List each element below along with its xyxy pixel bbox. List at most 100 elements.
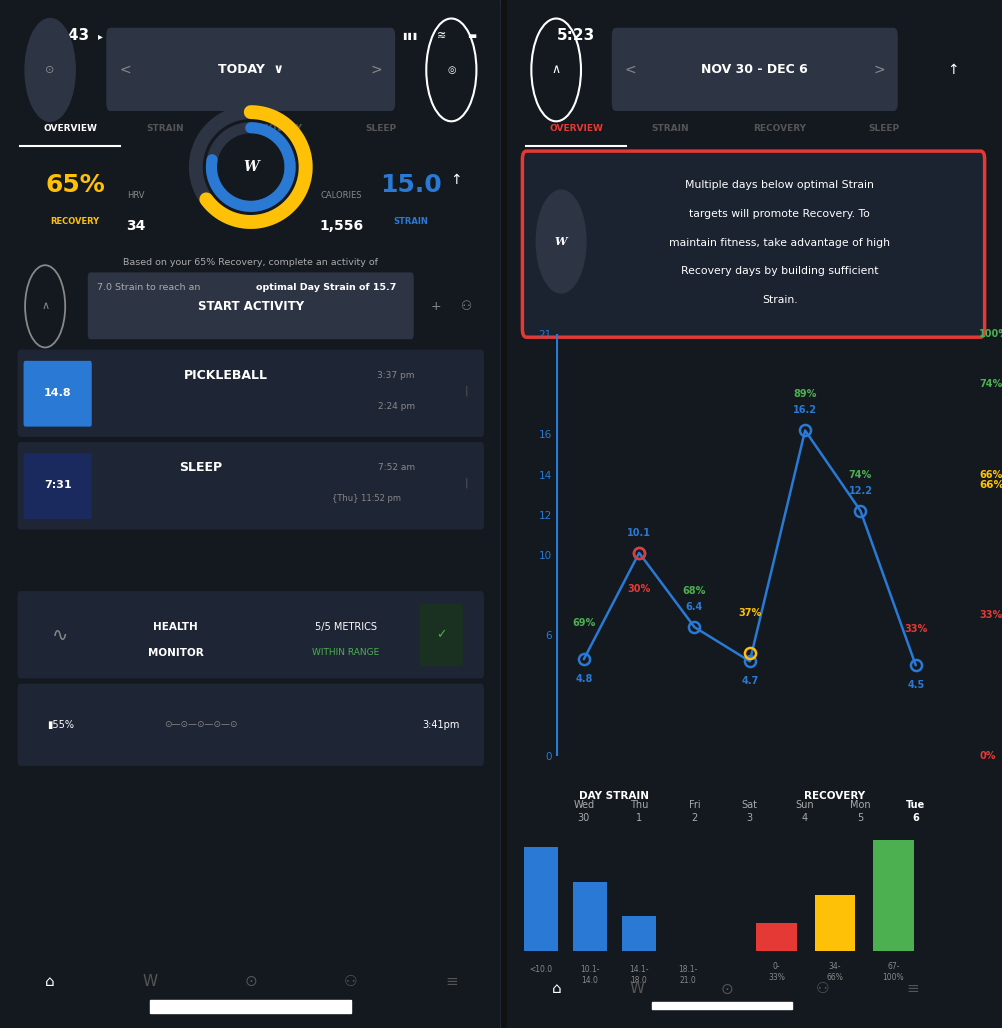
Text: W: W <box>628 982 644 996</box>
Text: RECOVERY: RECOVERY <box>804 791 865 801</box>
Text: STRAIN: STRAIN <box>146 124 184 133</box>
Text: W: W <box>554 236 567 247</box>
Text: CALORIES: CALORIES <box>320 191 362 199</box>
Text: ↑: ↑ <box>947 63 958 77</box>
Text: NOV 30 - DEC 6: NOV 30 - DEC 6 <box>700 64 808 76</box>
Text: maintain fitness, take advantage of high: maintain fitness, take advantage of high <box>668 237 889 248</box>
Bar <box>756 923 797 951</box>
Text: W: W <box>242 160 259 174</box>
FancyBboxPatch shape <box>18 591 484 678</box>
Text: 4.8: 4.8 <box>574 674 592 685</box>
FancyBboxPatch shape <box>18 684 484 766</box>
FancyBboxPatch shape <box>18 442 484 529</box>
Text: RECOVERY: RECOVERY <box>249 124 302 133</box>
Bar <box>523 847 557 951</box>
Text: Sun
4: Sun 4 <box>795 800 814 823</box>
Text: ↑: ↑ <box>450 173 462 187</box>
Text: <: < <box>119 63 131 77</box>
Text: 74%: 74% <box>978 379 1002 390</box>
Text: RECOVERY: RECOVERY <box>51 217 99 225</box>
Text: ✓: ✓ <box>436 628 446 640</box>
FancyBboxPatch shape <box>24 453 92 519</box>
Text: Fri
2: Fri 2 <box>688 800 699 823</box>
Text: STRAIN: STRAIN <box>394 217 428 225</box>
Text: SLEEP: SLEEP <box>868 124 899 133</box>
Text: W: W <box>142 975 158 989</box>
FancyBboxPatch shape <box>88 272 414 339</box>
Text: 0%: 0% <box>978 750 995 761</box>
Text: 3:37 pm: 3:37 pm <box>377 371 415 379</box>
Text: |: | <box>464 478 468 488</box>
Text: 34-
66%: 34- 66% <box>826 962 843 982</box>
Text: ◎: ◎ <box>447 65 455 75</box>
Text: OVERVIEW: OVERVIEW <box>548 124 602 133</box>
Text: 3:43: 3:43 <box>51 29 89 43</box>
Text: ▌▌▌: ▌▌▌ <box>403 33 419 39</box>
Text: 33%: 33% <box>978 610 1002 620</box>
Text: 33%: 33% <box>903 624 927 634</box>
Text: 5:23: 5:23 <box>556 29 594 43</box>
FancyBboxPatch shape <box>504 0 1002 1028</box>
Text: RECOVERY: RECOVERY <box>753 124 806 133</box>
Text: Recovery days by building sufficient: Recovery days by building sufficient <box>680 266 878 277</box>
Text: WITHIN RANGE: WITHIN RANGE <box>312 649 380 657</box>
FancyBboxPatch shape <box>106 28 395 111</box>
Text: MONITOR: MONITOR <box>147 648 203 658</box>
Text: 66%: 66% <box>978 470 1002 480</box>
FancyBboxPatch shape <box>611 28 897 111</box>
Text: 7:31: 7:31 <box>44 480 71 490</box>
Text: OVERVIEW: OVERVIEW <box>43 124 97 133</box>
Text: +: + <box>431 300 441 313</box>
Text: ≋: ≋ <box>436 31 446 41</box>
Text: 10.1-
14.0: 10.1- 14.0 <box>579 964 599 985</box>
Text: ≡: ≡ <box>906 982 918 996</box>
Text: 4.5: 4.5 <box>906 681 924 691</box>
Text: Based on your 65% Recovery, complete an activity of: Based on your 65% Recovery, complete an … <box>123 258 378 266</box>
FancyBboxPatch shape <box>18 350 484 437</box>
Text: 15.0: 15.0 <box>380 173 442 197</box>
Text: Strain.: Strain. <box>761 295 797 305</box>
Text: 5/5 METRICS: 5/5 METRICS <box>315 622 377 632</box>
Text: 10.1: 10.1 <box>626 527 650 538</box>
Text: 7.0 Strain to reach an: 7.0 Strain to reach an <box>97 284 203 292</box>
Text: HEALTH: HEALTH <box>153 622 197 632</box>
Text: 18.1-
21.0: 18.1- 21.0 <box>677 964 696 985</box>
Text: Multiple days below optimal Strain: Multiple days below optimal Strain <box>684 180 873 190</box>
Text: 1,556: 1,556 <box>319 219 363 233</box>
Bar <box>872 840 913 951</box>
Text: ⚇: ⚇ <box>344 975 358 989</box>
Text: <: < <box>624 63 636 77</box>
Text: PICKLEBALL: PICKLEBALL <box>183 369 268 381</box>
Text: {Thu} 11:52 pm: {Thu} 11:52 pm <box>332 494 400 503</box>
Text: 89%: 89% <box>793 390 816 399</box>
Text: 66%: 66% <box>978 480 1002 489</box>
Text: Sat
3: Sat 3 <box>741 800 758 823</box>
Text: 12.2: 12.2 <box>848 485 872 495</box>
Text: START ACTIVITY: START ACTIVITY <box>197 300 304 313</box>
Text: ⊙: ⊙ <box>720 982 732 996</box>
Text: 14.1-
18.0: 14.1- 18.0 <box>628 964 648 985</box>
Text: 65%: 65% <box>45 173 105 197</box>
FancyBboxPatch shape <box>0 0 501 1028</box>
Text: ▮55%: ▮55% <box>47 720 73 730</box>
Circle shape <box>25 19 75 121</box>
Text: 14.8: 14.8 <box>44 388 71 398</box>
Text: ⌂: ⌂ <box>551 982 561 996</box>
Text: >: > <box>370 63 382 77</box>
Text: 0-
33%: 0- 33% <box>768 962 785 982</box>
Text: ⊙: ⊙ <box>45 65 55 75</box>
Text: HRV: HRV <box>126 191 144 199</box>
Text: 69%: 69% <box>571 618 595 628</box>
Text: Mon
5: Mon 5 <box>850 800 870 823</box>
Text: targets will promote Recovery. To: targets will promote Recovery. To <box>688 209 869 219</box>
FancyBboxPatch shape <box>522 151 984 337</box>
Text: 67-
100%: 67- 100% <box>882 962 904 982</box>
Text: STRAIN: STRAIN <box>651 124 688 133</box>
Text: Wed
30: Wed 30 <box>573 800 594 823</box>
Text: |: | <box>464 386 468 396</box>
Text: 2:24 pm: 2:24 pm <box>377 402 415 410</box>
Text: 100%: 100% <box>978 329 1002 339</box>
Text: 7:52 am: 7:52 am <box>377 464 415 472</box>
Text: ▬: ▬ <box>466 31 476 41</box>
Text: ▸: ▸ <box>98 31 102 41</box>
